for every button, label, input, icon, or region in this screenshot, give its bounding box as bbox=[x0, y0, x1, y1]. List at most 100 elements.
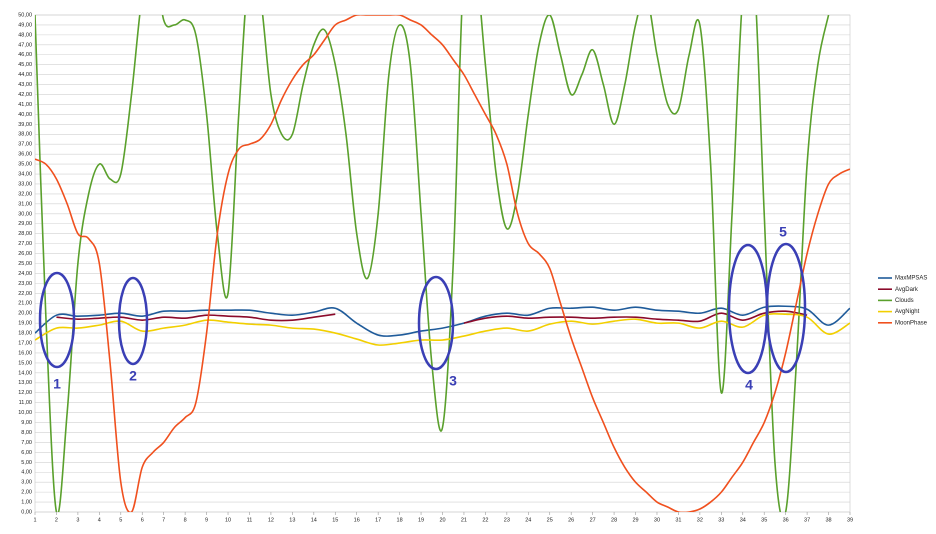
y-tick-label: 14,00 bbox=[18, 370, 32, 376]
y-tick-label: 20,00 bbox=[18, 311, 32, 317]
annotation-label: 1 bbox=[53, 376, 61, 392]
y-tick-label: 1,00 bbox=[21, 500, 32, 506]
y-tick-label: 12,00 bbox=[18, 390, 32, 396]
y-tick-label: 37,00 bbox=[18, 142, 32, 148]
x-tick-label: 20 bbox=[439, 517, 445, 523]
y-tick-label: 49,00 bbox=[18, 22, 32, 28]
annotation-label: 4 bbox=[745, 377, 753, 393]
labels: 0,00 1,00 2,00 3,00 4,00 5,00 6,00 7,00 8,00 9,00… bbox=[18, 12, 927, 523]
x-tick-label: 21 bbox=[461, 517, 467, 523]
legend-label: AvgDark bbox=[895, 287, 919, 293]
y-tick-label: 19,00 bbox=[18, 321, 32, 327]
y-tick-label: 21,00 bbox=[18, 301, 32, 307]
y-tick-label: 32,00 bbox=[18, 191, 32, 197]
y-tick-label: 44,00 bbox=[18, 72, 32, 78]
x-tick-label: 3 bbox=[76, 517, 79, 523]
y-tick-label: 18,00 bbox=[18, 331, 32, 337]
y-tick-label: 6,00 bbox=[21, 450, 32, 456]
x-tick-label: 38 bbox=[825, 517, 831, 523]
y-tick-label: 33,00 bbox=[18, 181, 32, 187]
y-tick-label: 3,00 bbox=[21, 480, 32, 486]
y-tick-label: 47,00 bbox=[18, 42, 32, 48]
x-tick-label: 13 bbox=[289, 517, 295, 523]
x-tick-label: 15 bbox=[332, 517, 338, 523]
x-tick-label: 16 bbox=[354, 517, 360, 523]
legend-label: MoonPhase bbox=[895, 320, 928, 326]
x-tick-label: 7 bbox=[162, 517, 165, 523]
x-tick-label: 34 bbox=[740, 517, 746, 523]
series-line bbox=[35, 305, 850, 337]
series-line bbox=[35, 15, 830, 512]
x-tick-label: 6 bbox=[141, 517, 144, 523]
x-tick-label: 19 bbox=[418, 517, 424, 523]
y-tick-label: 46,00 bbox=[18, 52, 32, 58]
y-tick-label: 8,00 bbox=[21, 430, 32, 436]
x-tick-label: 12 bbox=[268, 517, 274, 523]
x-tick-label: 37 bbox=[804, 517, 810, 523]
y-tick-label: 25,00 bbox=[18, 261, 32, 267]
x-tick-label: 32 bbox=[697, 517, 703, 523]
x-tick-label: 17 bbox=[375, 517, 381, 523]
y-tick-label: 34,00 bbox=[18, 171, 32, 177]
y-tick-label: 43,00 bbox=[18, 82, 32, 88]
y-tick-label: 48,00 bbox=[18, 32, 32, 38]
x-tick-label: 33 bbox=[718, 517, 724, 523]
y-tick-label: 30,00 bbox=[18, 211, 32, 217]
y-tick-label: 29,00 bbox=[18, 221, 32, 227]
x-tick-label: 8 bbox=[184, 517, 187, 523]
x-tick-label: 39 bbox=[847, 517, 853, 523]
annotation-ellipse bbox=[117, 276, 149, 366]
y-tick-label: 27,00 bbox=[18, 241, 32, 247]
legend-label: Clouds bbox=[895, 298, 914, 304]
x-tick-label: 24 bbox=[525, 517, 531, 523]
series-line bbox=[35, 15, 850, 512]
x-tick-label: 27 bbox=[590, 517, 596, 523]
series-line bbox=[35, 312, 850, 346]
x-tick-label: 23 bbox=[504, 517, 510, 523]
x-tick-label: 11 bbox=[247, 517, 253, 523]
lines bbox=[35, 15, 850, 512]
annotation-ellipse bbox=[38, 271, 76, 369]
x-tick-label: 9 bbox=[205, 517, 208, 523]
x-tick-label: 31 bbox=[675, 517, 681, 523]
y-tick-label: 22,00 bbox=[18, 291, 32, 297]
y-tick-label: 39,00 bbox=[18, 122, 32, 128]
x-tick-label: 29 bbox=[632, 517, 638, 523]
y-tick-label: 5,00 bbox=[21, 460, 32, 466]
y-tick-label: 26,00 bbox=[18, 251, 32, 257]
y-tick-label: 15,00 bbox=[18, 360, 32, 366]
y-tick-label: 28,00 bbox=[18, 231, 32, 237]
y-tick-label: 24,00 bbox=[18, 271, 32, 277]
y-tick-label: 17,00 bbox=[18, 340, 32, 346]
y-tick-label: 11,00 bbox=[19, 400, 32, 406]
x-tick-label: 35 bbox=[761, 517, 767, 523]
y-tick-label: 4,00 bbox=[21, 470, 32, 476]
x-tick-label: 2 bbox=[55, 517, 58, 523]
y-tick-label: 7,00 bbox=[21, 440, 32, 446]
y-tick-label: 10,00 bbox=[18, 410, 32, 416]
x-tick-label: 30 bbox=[654, 517, 660, 523]
y-tick-label: 38,00 bbox=[18, 132, 32, 138]
x-tick-label: 28 bbox=[611, 517, 617, 523]
y-tick-label: 41,00 bbox=[18, 102, 32, 108]
y-tick-label: 35,00 bbox=[18, 162, 32, 168]
y-tick-label: 42,00 bbox=[18, 92, 32, 98]
y-tick-label: 2,00 bbox=[21, 490, 32, 496]
y-tick-label: 31,00 bbox=[18, 201, 32, 207]
x-tick-label: 22 bbox=[482, 517, 488, 523]
y-tick-label: 50,00 bbox=[18, 12, 32, 18]
y-tick-label: 40,00 bbox=[18, 112, 32, 118]
y-tick-label: 45,00 bbox=[18, 62, 32, 68]
x-tick-label: 4 bbox=[98, 517, 101, 523]
y-tick-label: 13,00 bbox=[18, 380, 32, 386]
annotation-label: 5 bbox=[779, 224, 787, 240]
x-tick-label: 14 bbox=[311, 517, 317, 523]
y-tick-label: 9,00 bbox=[21, 420, 32, 426]
annotation-label: 3 bbox=[449, 373, 457, 389]
y-tick-label: 0,00 bbox=[21, 509, 32, 515]
x-tick-label: 18 bbox=[397, 517, 403, 523]
annotation-label: 2 bbox=[129, 368, 137, 384]
x-tick-label: 36 bbox=[783, 517, 789, 523]
x-tick-label: 10 bbox=[225, 517, 231, 523]
